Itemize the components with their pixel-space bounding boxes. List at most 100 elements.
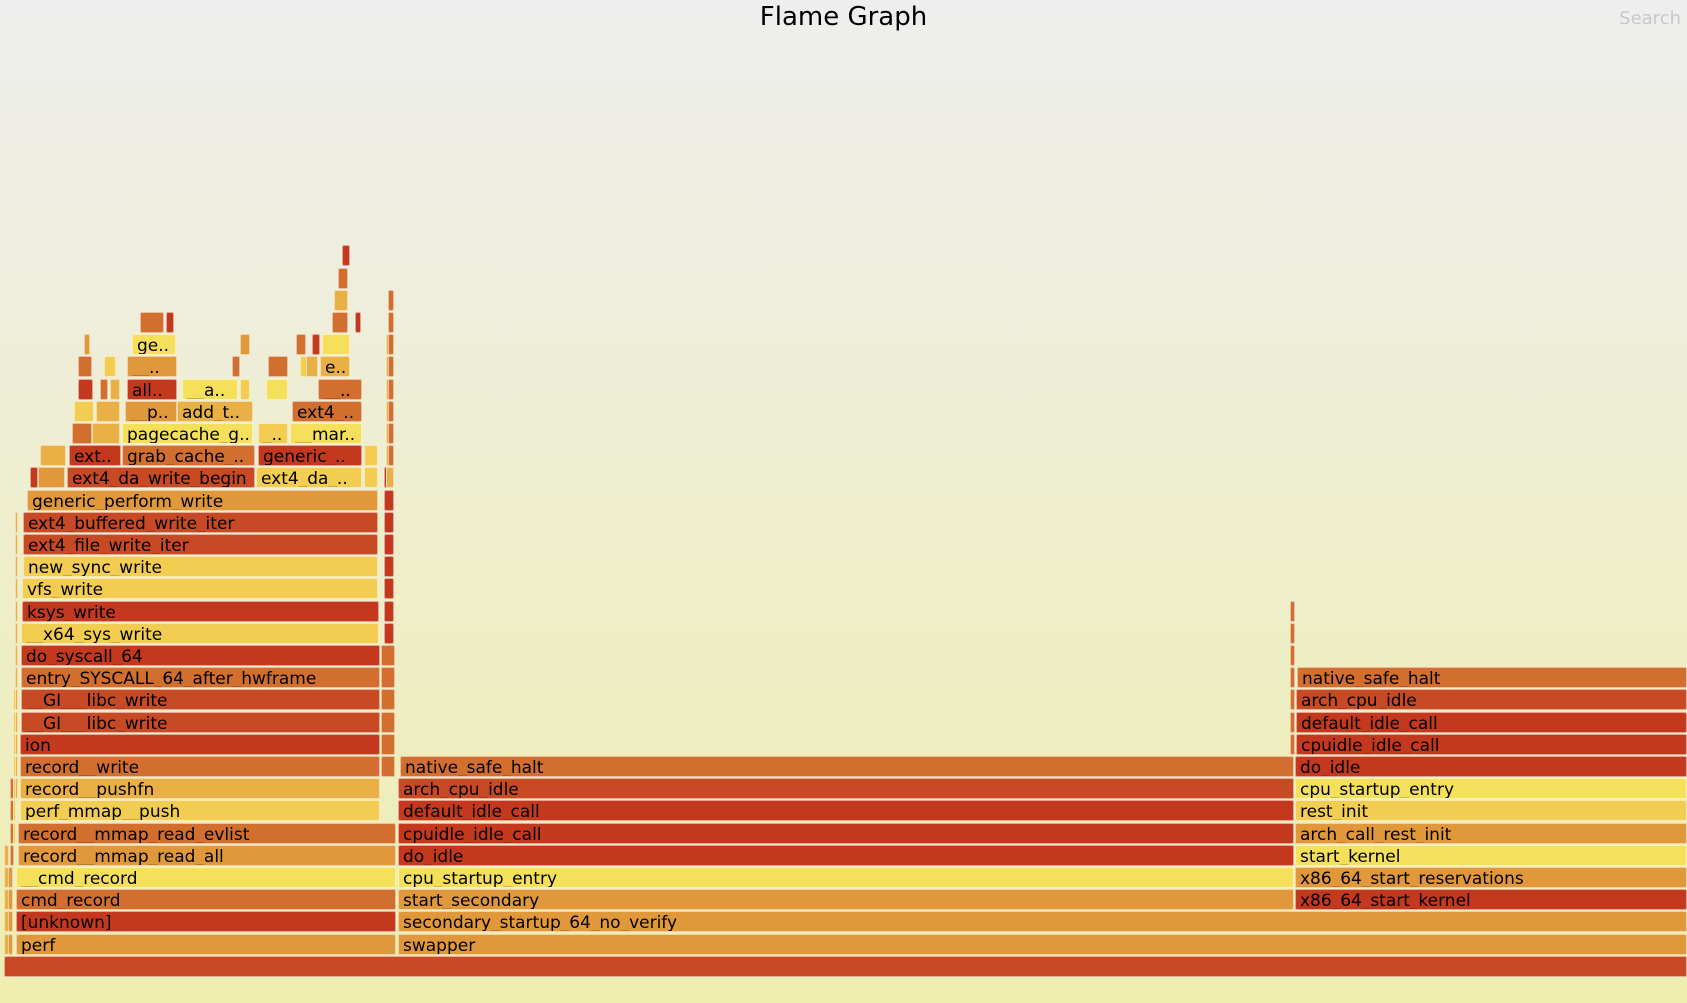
frame-default-idle-call-2[interactable]: default_idle_call	[1296, 711, 1687, 733]
frame-sliver[interactable]	[334, 289, 348, 311]
frame-sliver[interactable]	[388, 445, 394, 467]
frame-sliver[interactable]	[381, 689, 395, 711]
frame-record--mmap-read-all[interactable]: record__mmap_read_all	[18, 844, 396, 866]
frame-sliver[interactable]	[388, 423, 394, 444]
frame-sliver[interactable]	[15, 645, 18, 666]
frame-cpuidle-idle-call-1[interactable]: cpuidle_idle_call	[398, 822, 1294, 844]
frame-sliver[interactable]	[388, 334, 394, 356]
frame-sliver[interactable]	[1290, 711, 1295, 733]
frame-sliver[interactable]	[332, 312, 348, 333]
frame-generic-perform-write[interactable]: generic_perform_write	[27, 489, 378, 511]
frame---cmd-record[interactable]: __cmd_record	[16, 867, 396, 888]
frame-sliver[interactable]	[15, 667, 18, 689]
frame-default-idle-call-1[interactable]: default_idle_call	[398, 800, 1294, 822]
frame-record--mmap-read-evlist[interactable]: record__mmap_read_evlist	[18, 822, 396, 844]
frame-sliver[interactable]	[240, 334, 250, 356]
frame-generic-short[interactable]: generic_..	[258, 445, 362, 467]
frame---GI---libc-write-1[interactable]: __GI___libc_write	[21, 711, 380, 733]
frame-sliver[interactable]	[342, 245, 350, 267]
frame-sliver[interactable]	[1290, 689, 1295, 711]
frame-sliver[interactable]	[232, 356, 240, 378]
frame-sliver[interactable]	[268, 356, 288, 378]
frame-arch-cpu-idle-1[interactable]: arch_cpu_idle	[398, 778, 1294, 800]
frame-e-short[interactable]: e..	[320, 356, 350, 378]
frame-sliver[interactable]	[306, 356, 318, 378]
frame-p-short[interactable]: __p..	[125, 400, 177, 422]
frame-sliver[interactable]	[15, 733, 18, 755]
frame-sliver[interactable]	[15, 511, 18, 533]
frame-sliver[interactable]	[15, 600, 18, 622]
frame-sliver[interactable]	[166, 312, 174, 333]
frame-ksys-write[interactable]: ksys_write	[22, 600, 379, 622]
frame-sliver[interactable]	[388, 378, 394, 400]
frame-record--pushfn[interactable]: record__pushfn	[20, 778, 380, 800]
frame-rest-init[interactable]: rest_init	[1295, 800, 1687, 822]
frame-sliver[interactable]	[78, 378, 93, 400]
frame-pagecache-g-short[interactable]: pagecache_g..	[122, 423, 253, 444]
search-button[interactable]: Search	[1619, 8, 1681, 29]
frame-sliver[interactable]	[381, 645, 395, 666]
frame-sliver[interactable]	[15, 756, 18, 777]
frame-sliver[interactable]	[384, 556, 394, 578]
frame-sliver[interactable]	[72, 423, 92, 444]
frame-sliver[interactable]	[384, 489, 394, 511]
frame-new-sync-write[interactable]: new_sync_write	[23, 556, 378, 578]
frame-sliver[interactable]	[388, 356, 394, 378]
frame-sliver[interactable]	[15, 711, 18, 733]
frame-sliver[interactable]	[74, 400, 94, 422]
frame-ion[interactable]: ion	[20, 733, 380, 755]
frame-sliver[interactable]	[381, 667, 395, 689]
frame-grab-cache-short[interactable]: grab_cache_..	[122, 445, 255, 467]
frame-cpu-startup-entry-1[interactable]: cpu_startup_entry	[398, 867, 1294, 888]
frame-start-secondary[interactable]: start_secondary	[398, 889, 1294, 911]
frame-sliver[interactable]	[15, 689, 18, 711]
frame-arch-cpu-idle-2[interactable]: arch_cpu_idle	[1296, 689, 1687, 711]
frame-sliver[interactable]	[8, 867, 13, 888]
frame-dunder-short-1[interactable]: __..	[318, 378, 362, 400]
frame-secondary-startup-64-no-verify[interactable]: secondary_startup_64_no_verify	[398, 911, 1687, 933]
frame-sliver[interactable]	[110, 378, 120, 400]
frame-sliver[interactable]	[92, 423, 120, 444]
frame-x86-64-start-reservations[interactable]: x86_64_start_reservations	[1295, 867, 1687, 888]
frame-sliver[interactable]	[1290, 645, 1295, 666]
frame-sliver[interactable]	[240, 378, 250, 400]
frame-cmd-record[interactable]: cmd_record	[16, 889, 396, 911]
frame-sliver[interactable]	[84, 334, 90, 356]
frame-sliver[interactable]	[322, 334, 350, 356]
frame-mar-short[interactable]: __mar..	[290, 423, 362, 444]
frame-sliver[interactable]	[1290, 733, 1295, 755]
frame-sliver[interactable]	[384, 622, 394, 644]
frame-ext4-da-short[interactable]: ext4_da_..	[256, 467, 362, 489]
frame-sliver[interactable]	[15, 778, 18, 800]
frame-start-kernel[interactable]: start_kernel	[1295, 844, 1687, 866]
frame-all-short[interactable]: all..	[127, 378, 177, 400]
frame-sliver[interactable]	[355, 312, 361, 333]
frame-sliver[interactable]	[8, 911, 13, 933]
frame-ext4-file-write-iter[interactable]: ext4_file_write_iter	[23, 534, 378, 555]
frame-sliver[interactable]	[384, 578, 394, 600]
frame-sliver[interactable]	[364, 445, 378, 467]
frame-unknown[interactable]: [unknown]	[16, 911, 396, 933]
frame-native-safe-halt-2[interactable]: native_safe_halt	[1297, 667, 1687, 689]
frame-sliver[interactable]	[384, 511, 394, 533]
frame-sliver[interactable]	[8, 933, 13, 955]
frame-sliver[interactable]	[1290, 667, 1295, 689]
frame-sliver[interactable]	[15, 556, 18, 578]
frame-underscore-short[interactable]: _..	[258, 423, 288, 444]
frame-sliver[interactable]	[1290, 600, 1295, 622]
frame-ext-short[interactable]: ext..	[69, 445, 121, 467]
frame-sliver[interactable]	[104, 356, 116, 378]
frame-ext4-short[interactable]: ext4_..	[292, 400, 362, 422]
frame-ge-short[interactable]: ge..	[132, 334, 176, 356]
frame---x64-sys-write[interactable]: __x64_sys_write	[21, 622, 379, 644]
frame-do-idle-1[interactable]: do_idle	[398, 844, 1294, 866]
frame-sliver[interactable]	[13, 800, 16, 822]
frame-sliver[interactable]	[388, 400, 394, 422]
frame-sliver[interactable]	[381, 756, 395, 777]
frame-entry-SYSCALL-64-after-hwframe[interactable]: entry_SYSCALL_64_after_hwframe	[21, 667, 380, 689]
frame-do-syscall-64[interactable]: do_syscall_64	[21, 645, 380, 666]
frame-record--write[interactable]: record__write	[20, 756, 380, 777]
frame-sliver[interactable]	[364, 467, 378, 489]
frame-sliver[interactable]	[100, 378, 108, 400]
frame-a-short[interactable]: __a..	[182, 378, 238, 400]
